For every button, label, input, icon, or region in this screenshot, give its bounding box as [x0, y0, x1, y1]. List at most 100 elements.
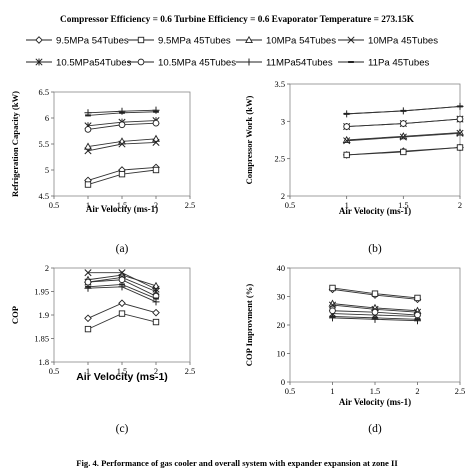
data-point — [152, 119, 160, 127]
data-point — [153, 110, 159, 113]
data-point — [343, 151, 350, 159]
legend-item: 10.5MPa 45Tubes — [128, 58, 236, 69]
y-tick-label: 5 — [45, 166, 49, 175]
legend-item: 10.5MPa54Tubes — [26, 58, 132, 69]
data-point — [329, 315, 336, 318]
y-axis-label: Refrigeration Capacity (kW) — [10, 91, 20, 197]
series-8 — [85, 110, 159, 117]
data-point — [119, 283, 125, 286]
legend-item: 10MPa 54Tubes — [236, 36, 336, 47]
legend: 9.5MPa 54Tubes 9.5MPa 45Tubes 10MPa 54Tube… — [26, 36, 438, 69]
x-axis-label: Air Velocity (ms-1) — [76, 371, 168, 383]
legend-label: 10MPa 45Tubes — [368, 36, 438, 47]
data-point — [84, 325, 92, 333]
data-point — [456, 129, 464, 137]
series-2 — [84, 166, 160, 188]
x-tick-label: 1.5 — [370, 387, 380, 396]
data-point — [152, 318, 160, 326]
legend-item: 11MPa54Tubes — [236, 58, 333, 69]
data-point — [456, 128, 464, 136]
legend-label: 9.5MPa 54Tubes — [56, 36, 129, 47]
x-tick-label: 1 — [330, 387, 334, 396]
figure-caption: Fig. 4. Performance of gas cooler and ov… — [76, 458, 398, 468]
series-6 — [329, 307, 421, 319]
x-tick-label: 0.5 — [49, 367, 59, 376]
data-point — [84, 142, 92, 150]
data-point — [456, 115, 464, 123]
data-point — [118, 310, 126, 317]
data-point — [152, 308, 160, 317]
x-tick-label: 2 — [154, 367, 158, 376]
panel-a: 0.5 1 1.5 2 2.5 4.5 5 5.5 6 6.5 Air Velocity (ms-1… — [10, 88, 195, 255]
series-8 — [85, 283, 159, 300]
data-point — [343, 112, 350, 115]
series-2 — [343, 144, 464, 159]
series-2 — [329, 284, 421, 302]
series-2 — [84, 310, 160, 333]
legend-marker-circle — [137, 58, 145, 66]
series-7 — [84, 283, 160, 306]
y-tick-label: 3 — [281, 117, 285, 126]
x-tick-label: 1.5 — [398, 201, 408, 210]
x-tick-label: 1.5 — [117, 201, 127, 210]
panel-b: 0.5 1 1.5 2 2 2.5 3 3.5 Air Velocity (ms-1) Compr… — [244, 80, 464, 255]
x-axis-label: Air Velocity (ms-1) — [86, 204, 158, 214]
legend-label: 11MPa54Tubes — [266, 58, 333, 69]
x-tick-label: 2 — [415, 387, 419, 396]
data-point — [84, 126, 92, 133]
panel-d: 0.5 1 1.5 2 2.5 0 10 20 30 40 Air Velocity (ms-1) C… — [244, 264, 465, 435]
data-point — [400, 109, 407, 112]
data-point — [84, 314, 92, 323]
series-6 — [343, 115, 464, 130]
series-6 — [84, 276, 160, 300]
x-tick-label: 2 — [458, 201, 462, 210]
y-tick-label: 4.5 — [39, 192, 49, 201]
legend-marker-diamond — [35, 36, 43, 44]
y-tick-label: 40 — [277, 264, 285, 273]
data-point — [152, 138, 160, 146]
x-tick-label: 2.5 — [455, 387, 465, 396]
legend-marker-x — [347, 36, 355, 44]
y-tick-label: 30 — [277, 293, 285, 302]
y-tick-label: 2 — [281, 192, 285, 201]
x-tick-label: 1 — [86, 201, 90, 210]
plot-frame — [289, 83, 461, 197]
y-tick-label: 20 — [277, 321, 285, 330]
x-tick-label: 2 — [154, 201, 158, 210]
legend-marker-triangle — [245, 35, 253, 44]
y-tick-label: 1.95 — [34, 288, 49, 297]
data-point — [85, 285, 91, 288]
legend-label: 10.5MPa54Tubes — [56, 58, 132, 69]
data-point — [371, 290, 379, 297]
legend-item: 10MPa 45Tubes — [338, 36, 438, 47]
y-tick-label: 5.5 — [39, 140, 49, 149]
data-point — [399, 133, 407, 141]
data-point — [118, 170, 126, 178]
y-tick-label: 10 — [277, 350, 285, 359]
legend-label: 10MPa 54Tubes — [266, 36, 336, 47]
data-point — [118, 276, 126, 284]
panel-label: (a) — [116, 243, 129, 255]
data-point — [84, 278, 92, 286]
series-8 — [343, 105, 463, 115]
x-tick-label: 1 — [86, 367, 90, 376]
series-8 — [329, 315, 421, 321]
x-tick-label: 0.5 — [49, 201, 59, 210]
y-tick-label: 6.5 — [39, 88, 49, 97]
data-point — [118, 140, 126, 148]
legend-marker-plus — [245, 58, 253, 66]
series-4 — [84, 138, 160, 155]
data-point — [119, 111, 125, 114]
y-tick-label: 3.5 — [275, 80, 285, 89]
y-tick-label: 1.8 — [39, 358, 49, 367]
data-point — [84, 147, 92, 155]
data-point — [152, 134, 160, 142]
data-point — [152, 166, 160, 174]
legend-label: 10.5MPa 45Tubes — [158, 58, 236, 69]
data-point — [85, 114, 91, 117]
data-point — [343, 137, 351, 145]
panel-label: (b) — [368, 243, 382, 255]
plot-frame — [289, 267, 461, 383]
